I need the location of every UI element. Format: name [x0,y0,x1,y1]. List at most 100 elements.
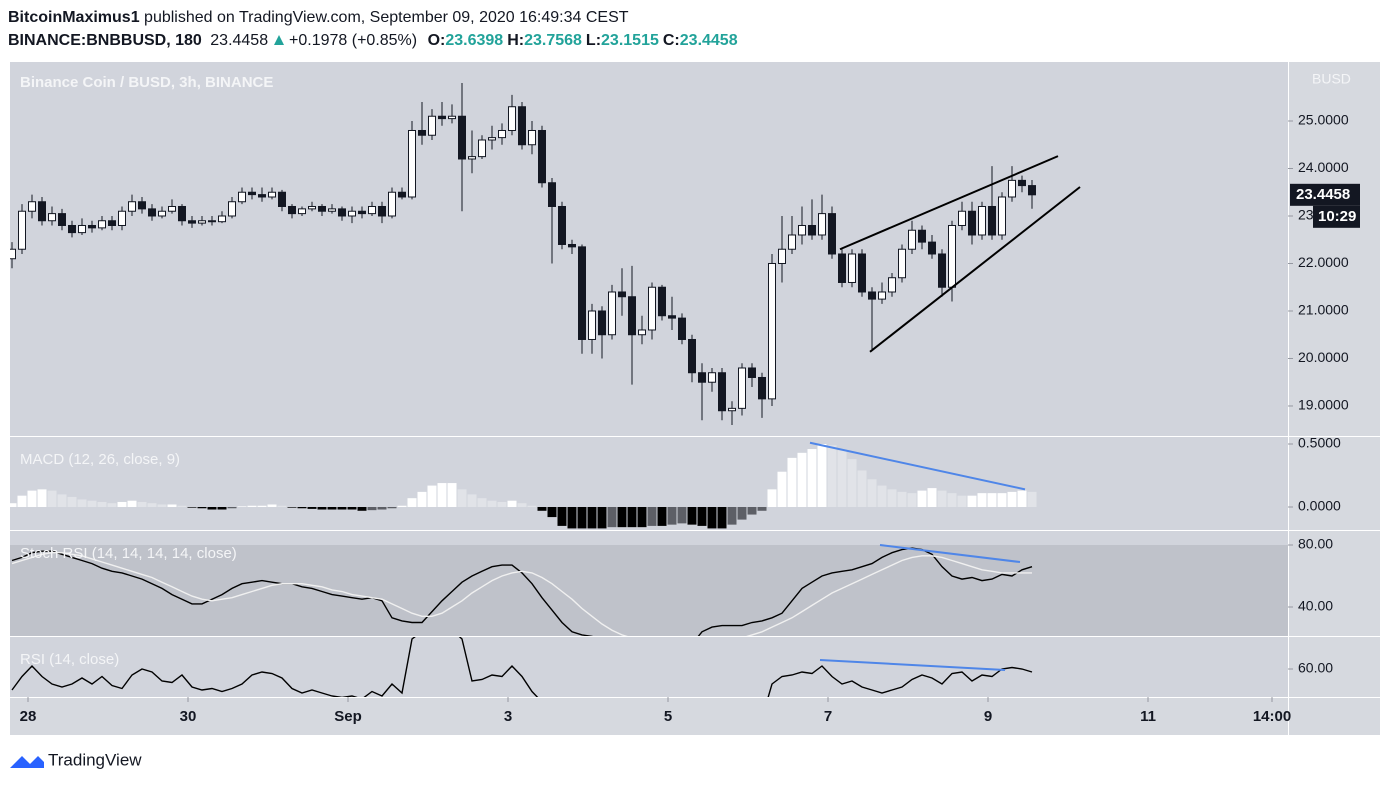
candle-body [488,137,496,141]
histogram-bar [597,507,607,529]
histogram-bar [387,507,397,509]
histogram-bar [127,500,137,508]
x-tick-label: 14:00 [1253,708,1291,725]
ohlc-value: 23.7568 [524,32,582,49]
candle-body [638,329,646,336]
ohlc-label: L: [585,32,602,49]
candle-body [338,208,346,217]
histogram-bar [797,452,807,508]
candle-body [48,213,56,222]
candle-body [368,205,376,215]
y-tick-label: 0.0000 [1298,498,1341,514]
histogram-bar [287,507,297,508]
last-price-box [1290,183,1360,206]
candle-body [518,106,526,146]
candle-body [88,224,96,229]
candle-body [148,208,156,217]
candle-body [358,210,366,215]
histogram-bar [947,493,957,508]
histogram-bar [627,507,637,528]
candle-body [578,246,586,340]
y-tick-label: 80.00 [1298,536,1333,552]
y-tick-label: 20.0000 [1298,349,1349,365]
candle-body [938,253,946,288]
histogram-bar [737,507,747,520]
candle-body [198,220,206,224]
candle-body [668,315,676,319]
indicator-line [11,552,1032,636]
candle-body [698,372,706,383]
x-tick-label: 3 [504,708,512,725]
histogram-bar [27,490,37,508]
trendline [869,186,1081,353]
y-tick-label: 22.0000 [1298,254,1349,270]
histogram-bar [397,505,407,508]
candle-body [288,205,296,215]
candle-body [598,310,606,336]
candle-body [788,234,796,250]
candle-body [658,286,666,317]
header-line-1: BitcoinMaximus1 published on TradingView… [8,6,738,29]
candle-body [458,115,466,160]
histogram-bar [197,507,207,509]
candle-body [158,210,166,217]
candle-body [738,367,746,409]
histogram-bar [57,494,67,508]
candle-body [468,156,476,160]
histogram-bar [877,485,887,508]
histogram-bar [467,494,477,508]
histogram-bar [687,507,697,525]
histogram-bar [47,490,57,508]
histogram-bar [537,507,547,511]
candle-body [548,182,556,207]
candle-body [118,210,126,226]
candle-body [18,210,26,250]
candle-body [588,310,596,340]
indicator-pane [11,637,1033,697]
indicator-title: RSI (14, close) [20,651,119,668]
candle-body [328,208,336,212]
histogram-bar [617,507,627,528]
candle-body [348,210,356,217]
candle-body [268,191,276,198]
histogram-bar [217,507,227,510]
histogram-bar [607,507,617,528]
indicator-line [11,637,1033,697]
chart-title: Binance Coin / BUSD, 3h, BINANCE [20,74,273,91]
candle-body [478,139,486,158]
histogram-bar [567,507,577,529]
candle-body [908,229,916,250]
histogram-bar [677,507,687,524]
histogram-bar [67,496,77,508]
histogram-bar [777,471,787,508]
histogram-bar [107,503,117,508]
histogram-bar [577,507,587,529]
y-tick-label: 21.0000 [1298,302,1349,318]
histogram-bar [987,493,997,508]
histogram-bar [277,505,287,508]
up-arrow [273,35,284,45]
histogram-bar [977,493,987,508]
candle-body [718,372,726,412]
histogram-bar [787,457,797,508]
candle-body [1018,179,1026,187]
x-tick-label: 9 [984,708,992,725]
candle-body [308,205,316,210]
candle-body [388,191,396,217]
candle-body [318,205,326,212]
candle-body [978,205,986,236]
histogram-bar [887,489,897,508]
x-tick-label: 30 [180,708,197,725]
histogram-bar [137,501,147,508]
trendline [809,441,1026,491]
trendline [879,544,1021,564]
histogram-bar [757,507,767,511]
candle-body [538,129,546,184]
histogram-bar [707,507,717,529]
footer-logo [10,756,44,768]
histogram-bar [77,499,87,508]
candle-body [758,376,766,400]
candle-body [878,291,886,300]
price-axis-background [1289,62,1380,735]
